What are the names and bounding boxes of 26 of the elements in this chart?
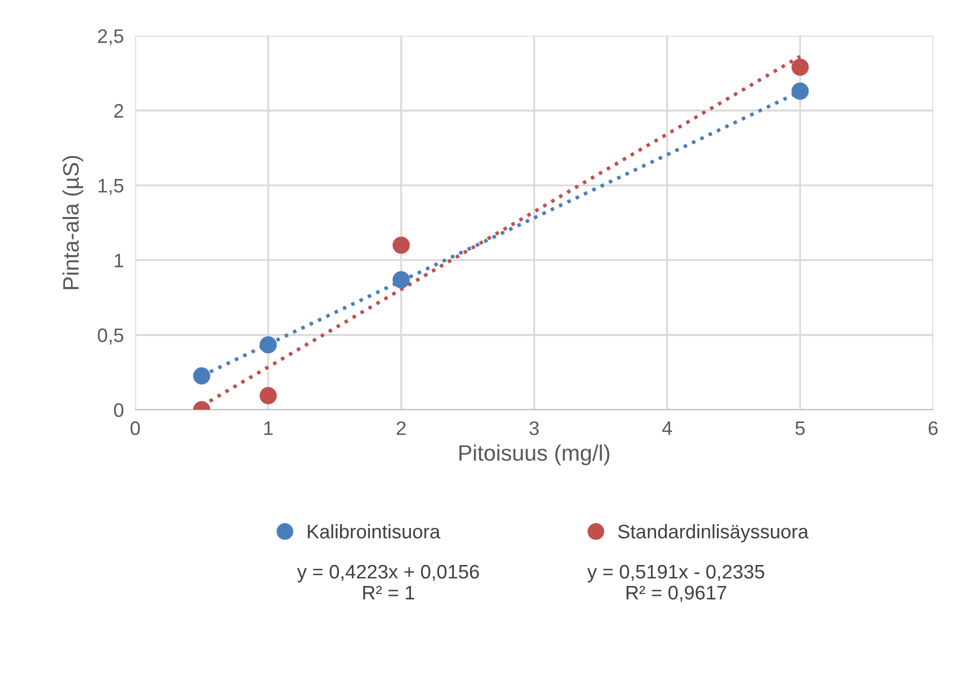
point <box>260 336 277 354</box>
text: y = 0,5191x - 0,2335 R² = 0,9617 <box>587 564 764 602</box>
x-tick-label: 6 <box>928 421 938 436</box>
y-axis-title: Pinta-ala (µS) <box>62 156 84 290</box>
x-axis-title: Pitoisuus (mg/l) <box>459 444 610 466</box>
x-tick-label: 4 <box>662 422 672 435</box>
y-tick-label: 0,5 <box>98 328 124 344</box>
point <box>193 367 210 385</box>
text: y = 0,4223x + 0,0156 R² = 1 <box>297 564 479 600</box>
x-tick-label: 2 <box>396 421 406 435</box>
x-tick-label: 0 <box>130 421 140 436</box>
y-tick-label: 0 <box>114 403 124 417</box>
point <box>792 82 809 100</box>
legend-label: Standardinlisäyssuora <box>618 524 809 542</box>
x-tick-label: 3 <box>530 421 539 436</box>
point <box>392 271 410 288</box>
y-tick-label: 2,5 <box>98 29 124 46</box>
point <box>792 58 809 76</box>
point <box>260 387 277 404</box>
point <box>392 236 410 254</box>
x-tick-label: 5 <box>795 422 805 436</box>
legend-label: Kalibrointisuora <box>308 524 440 538</box>
y-tick-label: 2 <box>114 104 124 118</box>
y-tick-label: 1,5 <box>98 179 124 195</box>
x-tick-label: 1 <box>264 422 273 435</box>
y-tick-label: 1 <box>114 254 124 268</box>
